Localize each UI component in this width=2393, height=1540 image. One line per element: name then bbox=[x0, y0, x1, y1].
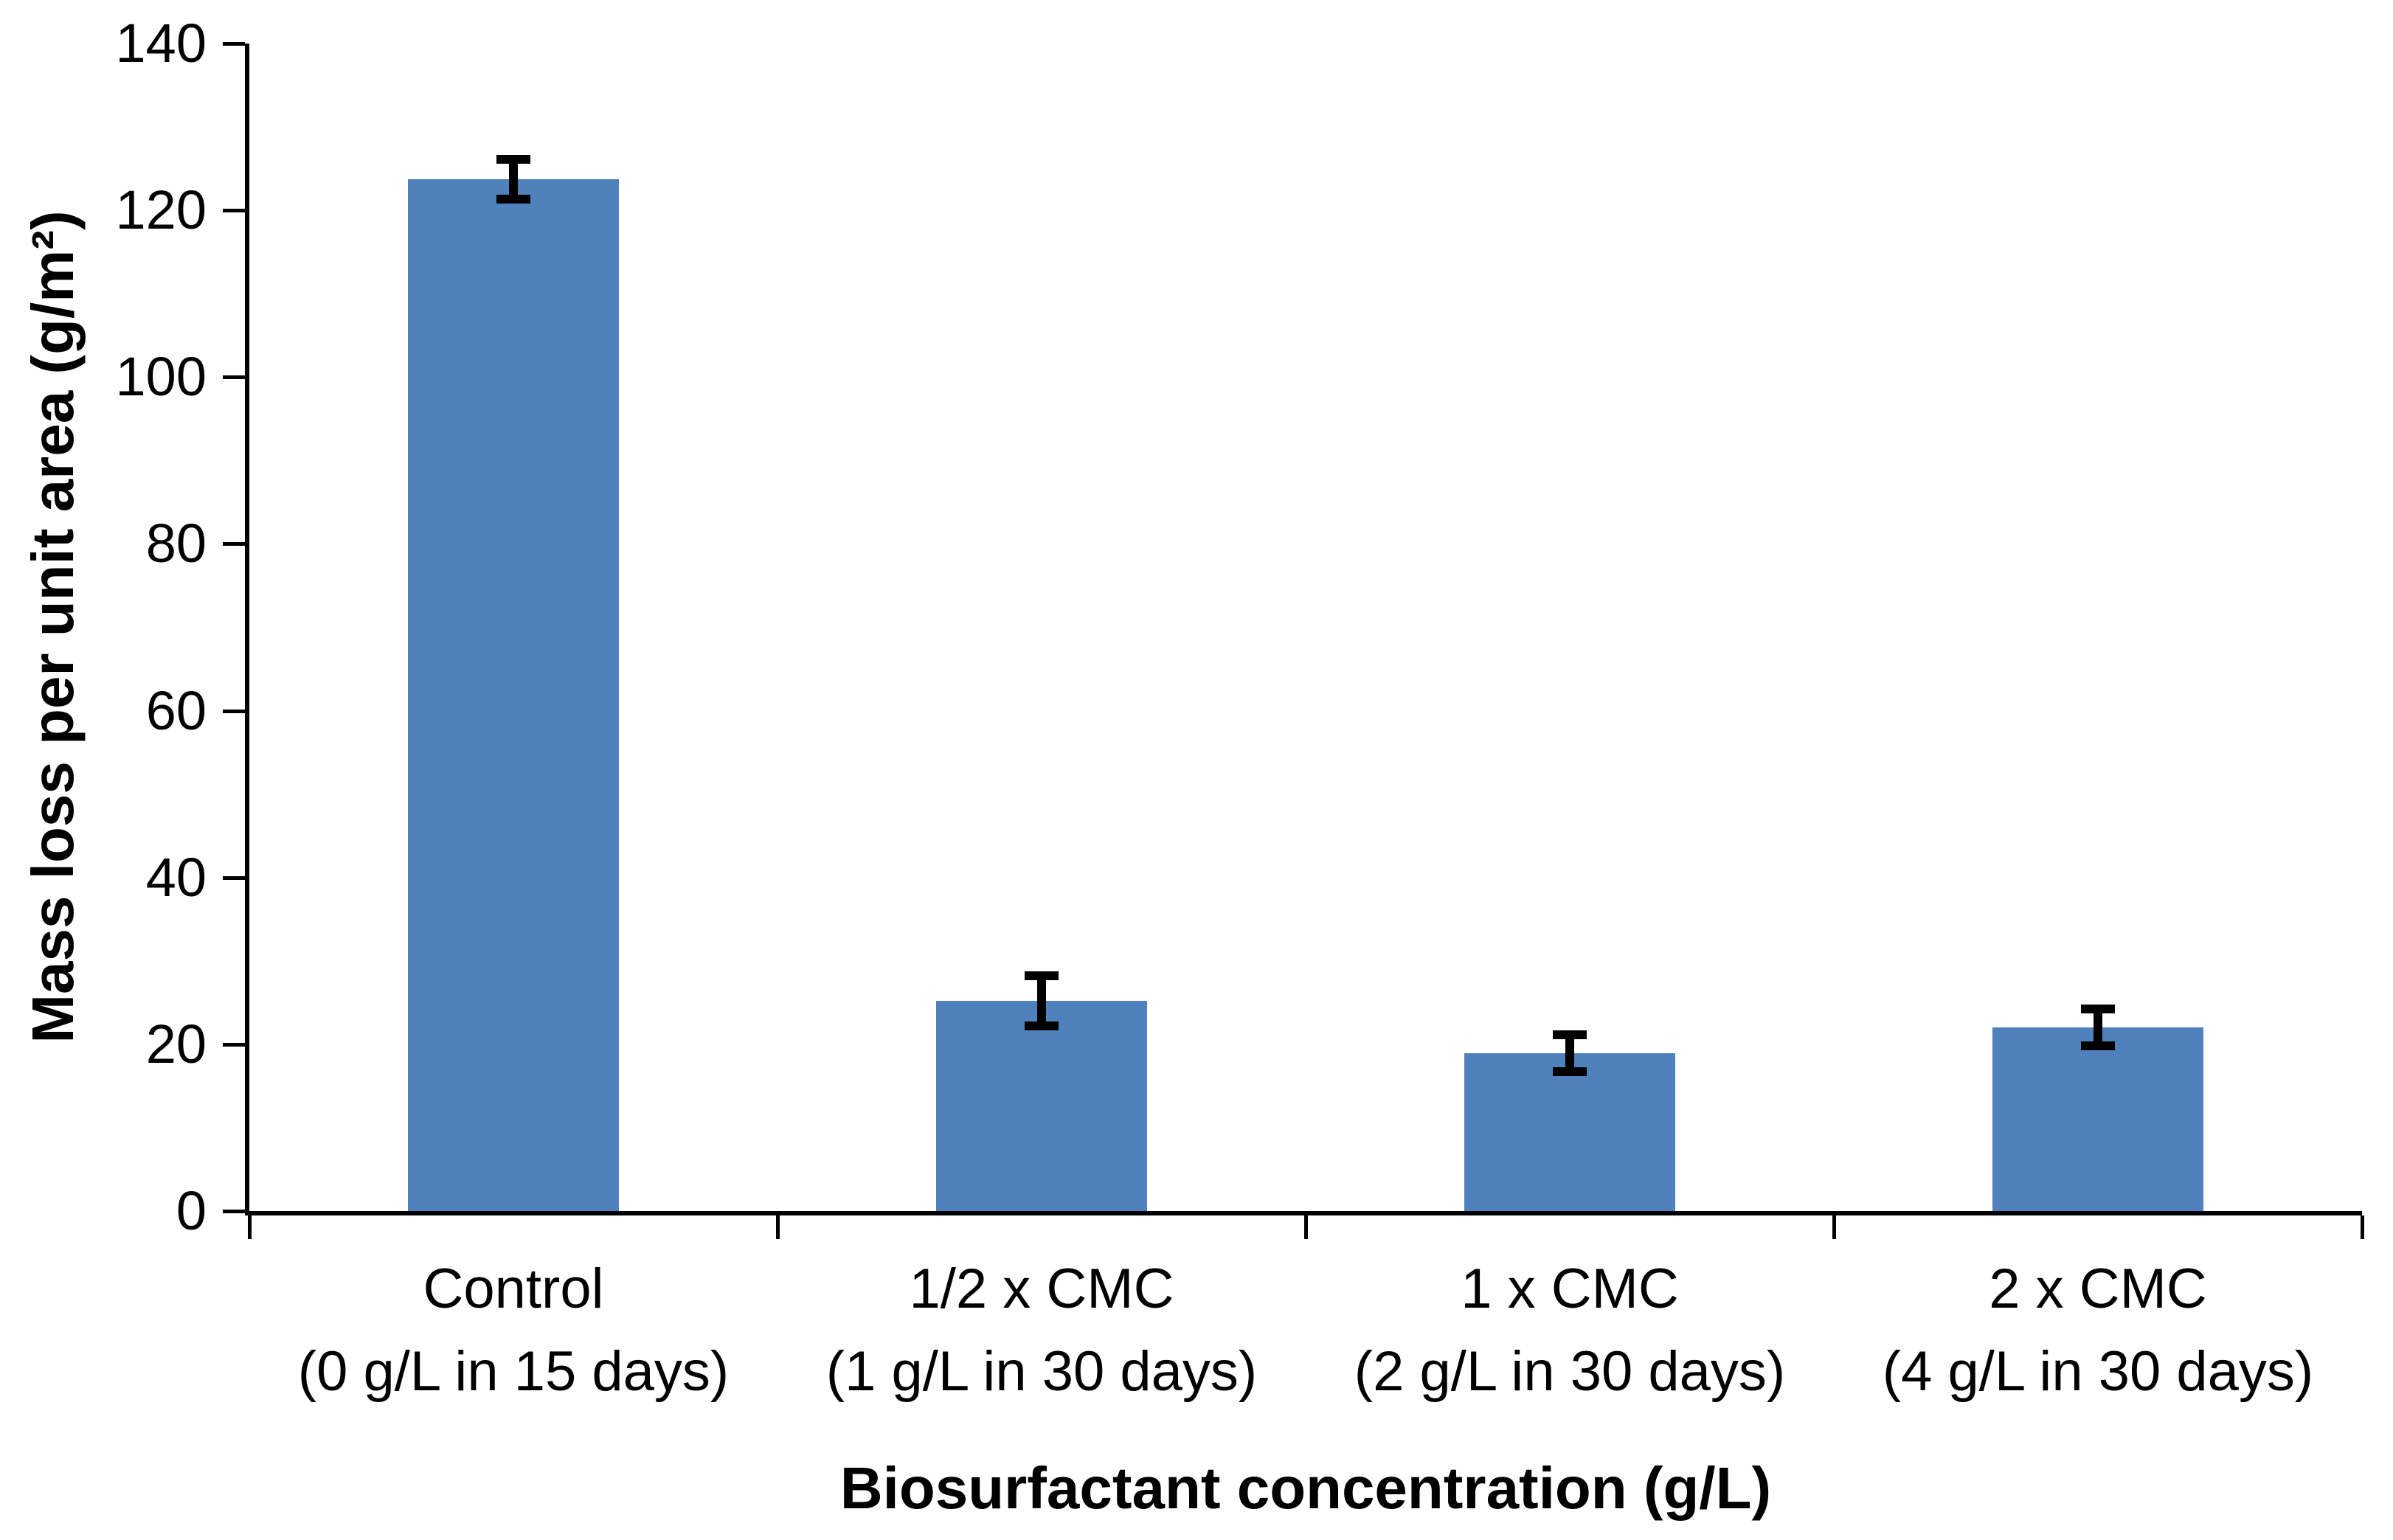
error-bar-cap-top bbox=[1025, 971, 1059, 981]
y-axis-line bbox=[245, 44, 249, 1211]
y-tick bbox=[223, 375, 245, 380]
category-label-line1: 2 x CMC bbox=[1989, 1258, 2207, 1320]
category-label-line2: (1 g/L in 30 days) bbox=[825, 1340, 1258, 1403]
bar bbox=[1992, 1027, 2203, 1211]
error-bar-cap-top bbox=[1553, 1030, 1587, 1040]
bar bbox=[936, 1001, 1147, 1211]
error-bar-cap-bottom bbox=[496, 195, 530, 204]
category-label: 2 x CMC (4 g/L in 30 days) bbox=[1834, 1248, 2362, 1413]
y-tick bbox=[223, 42, 245, 46]
category-label: Control (0 g/L in 15 days) bbox=[249, 1248, 778, 1413]
error-bar-cap-bottom bbox=[1025, 1021, 1059, 1030]
y-tick-label: 40 bbox=[145, 846, 207, 908]
x-axis-line bbox=[245, 1211, 2362, 1215]
category-label-line2: (4 g/L in 30 days) bbox=[1882, 1340, 2314, 1403]
y-tick-label: 60 bbox=[145, 679, 207, 741]
bar bbox=[1464, 1053, 1675, 1211]
x-tick bbox=[776, 1215, 780, 1239]
error-bar-line bbox=[1565, 1035, 1574, 1072]
error-bar-line bbox=[2094, 1009, 2102, 1047]
x-tick bbox=[248, 1215, 252, 1239]
y-tick-label: 20 bbox=[145, 1013, 207, 1075]
category-label-line1: 1 x CMC bbox=[1461, 1258, 1679, 1320]
error-bar-cap-top bbox=[496, 155, 530, 164]
category-label-line1: 1/2 x CMC bbox=[909, 1258, 1174, 1320]
y-tick bbox=[223, 709, 245, 713]
error-bar-line bbox=[1037, 976, 1046, 1026]
y-tick-label: 80 bbox=[145, 513, 207, 575]
category-label-line1: Control bbox=[423, 1258, 604, 1320]
y-tick-label: 140 bbox=[115, 13, 207, 74]
y-tick-label: 120 bbox=[115, 179, 207, 241]
x-tick bbox=[2361, 1215, 2364, 1239]
error-bar-cap-bottom bbox=[2081, 1041, 2115, 1051]
y-tick bbox=[223, 1210, 245, 1213]
category-label: 1/2 x CMC (1 g/L in 30 days) bbox=[778, 1248, 1306, 1413]
error-bar-line bbox=[509, 159, 518, 200]
y-tick bbox=[223, 1042, 245, 1047]
error-bar-cap-top bbox=[2081, 1005, 2115, 1014]
error-bar-cap-bottom bbox=[1553, 1067, 1587, 1077]
y-tick-label: 0 bbox=[176, 1180, 207, 1241]
x-axis-title: Biosurfactant concentration (g/L) bbox=[839, 1455, 1772, 1521]
bar bbox=[408, 179, 619, 1211]
x-tick bbox=[1304, 1215, 1308, 1239]
category-label-line2: (0 g/L in 15 days) bbox=[297, 1340, 730, 1403]
category-label-line2: (2 g/L in 30 days) bbox=[1354, 1340, 1786, 1403]
x-tick bbox=[1832, 1215, 1836, 1239]
category-label: 1 x CMC (2 g/L in 30 days) bbox=[1306, 1248, 1834, 1413]
y-tick bbox=[223, 875, 245, 880]
y-tick-label: 100 bbox=[115, 346, 207, 408]
y-tick bbox=[223, 542, 245, 547]
y-tick bbox=[223, 209, 245, 213]
